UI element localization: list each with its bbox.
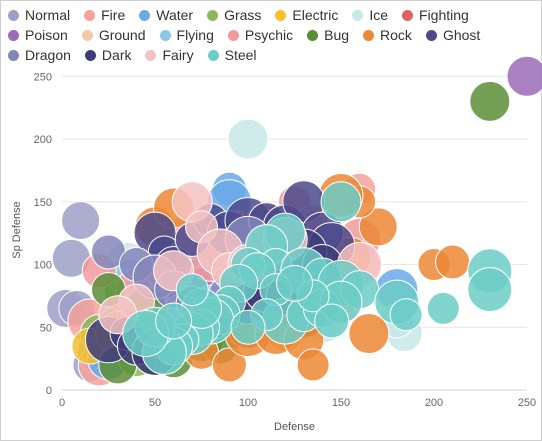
legend-swatch xyxy=(84,9,96,21)
point-rock[interactable] xyxy=(348,313,390,355)
legend-item-poison[interactable]: Poison xyxy=(8,25,68,45)
legend-item-water[interactable]: Water xyxy=(139,5,193,25)
x-tick-label: 100 xyxy=(239,397,257,409)
y-axis-title: Sp Defense xyxy=(11,201,23,258)
point-rock[interactable] xyxy=(296,348,330,382)
y-tick-label: 200 xyxy=(34,134,52,146)
point-bug[interactable] xyxy=(469,80,511,122)
y-tick-label: 250 xyxy=(34,71,52,83)
legend-label: Fighting xyxy=(419,7,469,23)
legend-swatch xyxy=(139,9,151,21)
point-ice[interactable] xyxy=(227,118,269,160)
legend-swatch xyxy=(207,49,219,61)
bubble-layer xyxy=(46,55,542,387)
legend-item-ghost[interactable]: Ghost xyxy=(425,25,481,45)
legend-item-rock[interactable]: Rock xyxy=(363,25,412,45)
legend-label: Grass xyxy=(224,7,262,23)
legend-item-normal[interactable]: Normal xyxy=(8,5,70,25)
legend-label: Steel xyxy=(224,47,257,63)
legend-item-grass[interactable]: Grass xyxy=(207,5,261,25)
legend-swatch xyxy=(207,9,219,21)
chart-legend: Normal Fire Water Grass Electric Ice Fighting P… xyxy=(8,5,534,65)
point-steel[interactable] xyxy=(230,309,266,345)
legend-label: Fairy xyxy=(162,47,194,63)
legend-label: Ghost xyxy=(442,27,481,43)
legend-label: Psychic xyxy=(244,27,294,43)
legend-label: Electric xyxy=(292,7,339,23)
legend-swatch xyxy=(159,29,171,41)
legend-label: Dark xyxy=(101,47,132,63)
legend-swatch xyxy=(352,9,364,21)
legend-swatch xyxy=(8,29,19,41)
legend-label: Flying xyxy=(176,27,214,43)
legend-label: Water xyxy=(156,7,194,23)
legend-item-steel[interactable]: Steel xyxy=(207,45,257,65)
point-steel[interactable] xyxy=(175,273,209,307)
legend-swatch xyxy=(81,29,93,41)
legend-swatch xyxy=(227,29,239,41)
point-poison[interactable] xyxy=(506,55,542,97)
x-tick-label: 250 xyxy=(518,397,536,409)
legend-item-ice[interactable]: Ice xyxy=(352,5,388,25)
legend-swatch xyxy=(84,49,96,61)
legend-label: Ground xyxy=(98,27,146,43)
x-tick-label: 50 xyxy=(149,397,161,409)
x-tick-label: 0 xyxy=(59,397,65,409)
point-steel[interactable] xyxy=(320,181,362,223)
point-steel[interactable] xyxy=(467,267,513,313)
point-rock[interactable] xyxy=(435,244,471,280)
legend-item-dragon[interactable]: Dragon xyxy=(8,45,71,65)
x-tick-label: 200 xyxy=(425,397,443,409)
point-steel[interactable] xyxy=(155,302,193,340)
point-normal[interactable] xyxy=(61,201,101,241)
legend-swatch xyxy=(425,29,437,41)
legend-item-bug[interactable]: Bug xyxy=(307,25,349,45)
x-axis-title: Defense xyxy=(274,421,315,433)
legend-swatch xyxy=(145,49,157,61)
legend-label: Fire xyxy=(101,7,126,23)
y-tick-label: 150 xyxy=(34,197,52,209)
legend-item-fairy[interactable]: Fairy xyxy=(145,45,194,65)
legend-swatch xyxy=(363,29,375,41)
point-steel[interactable] xyxy=(276,264,313,302)
legend-item-dark[interactable]: Dark xyxy=(84,45,132,65)
legend-label: Normal xyxy=(25,7,71,23)
point-steel[interactable] xyxy=(314,303,350,339)
y-tick-label: 0 xyxy=(46,385,52,397)
point-rock[interactable] xyxy=(358,207,398,247)
y-tick-label: 50 xyxy=(40,322,52,334)
legend-item-psychic[interactable]: Psychic xyxy=(227,25,294,45)
legend-swatch xyxy=(402,9,414,21)
legend-swatch xyxy=(307,29,319,41)
legend-item-fire[interactable]: Fire xyxy=(84,5,125,25)
legend-label: Poison xyxy=(25,27,68,43)
legend-swatch xyxy=(8,9,19,21)
x-tick-label: 150 xyxy=(332,397,350,409)
legend-item-electric[interactable]: Electric xyxy=(275,5,338,25)
legend-swatch xyxy=(8,49,19,61)
legend-label: Ice xyxy=(369,7,389,23)
legend-label: Rock xyxy=(380,27,412,43)
point-rock[interactable] xyxy=(211,347,247,383)
legend-label: Bug xyxy=(324,27,350,43)
y-tick-label: 100 xyxy=(34,260,52,272)
legend-label: Dragon xyxy=(25,47,71,63)
point-steel[interactable] xyxy=(389,298,423,332)
legend-item-fighting[interactable]: Fighting xyxy=(402,5,469,25)
point-steel[interactable] xyxy=(426,291,460,325)
legend-item-flying[interactable]: Flying xyxy=(159,25,214,45)
legend-swatch xyxy=(275,9,287,21)
legend-item-ground[interactable]: Ground xyxy=(81,25,146,45)
